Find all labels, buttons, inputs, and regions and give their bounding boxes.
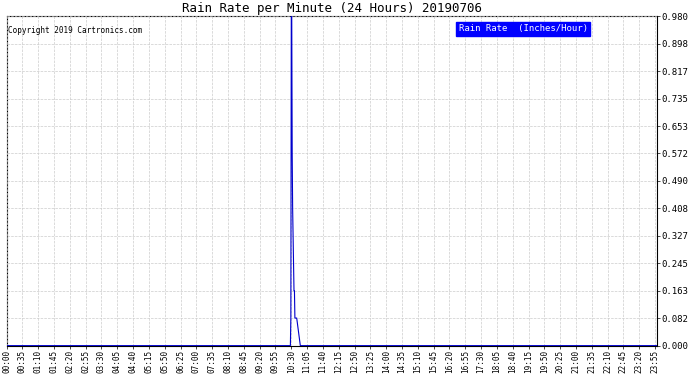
Text: Rain Rate  (Inches/Hour): Rain Rate (Inches/Hour) [459,24,588,33]
Title: Rain Rate per Minute (24 Hours) 20190706: Rain Rate per Minute (24 Hours) 20190706 [181,2,482,15]
Text: Copyright 2019 Cartronics.com: Copyright 2019 Cartronics.com [8,26,142,35]
